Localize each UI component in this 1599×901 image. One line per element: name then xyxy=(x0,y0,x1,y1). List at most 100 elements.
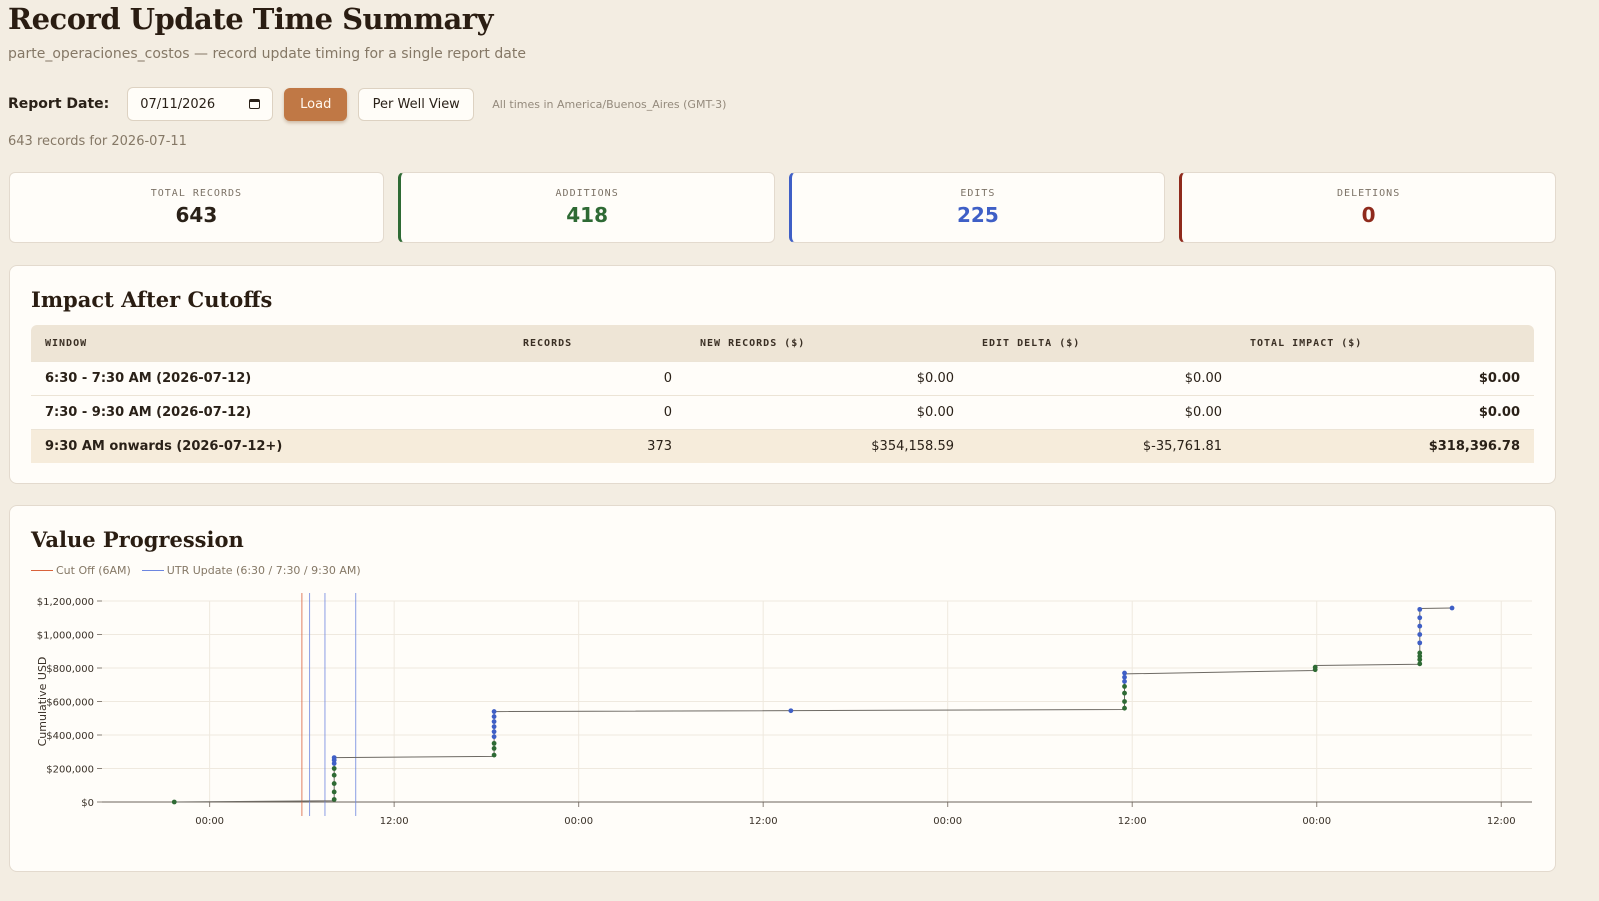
calendar-icon[interactable] xyxy=(249,99,261,109)
window-cell: 9:30 AM onwards (2026-07-12+) xyxy=(31,429,509,463)
additions-point xyxy=(1417,653,1423,659)
x-tick-label: 12:00 xyxy=(749,816,778,827)
edits-label: EDITS xyxy=(960,188,996,199)
new-records-cell: $354,158.59 xyxy=(686,429,968,463)
additions-label: ADDITIONS xyxy=(555,188,619,199)
edit-delta-cell: $0.00 xyxy=(968,361,1236,396)
edits-point xyxy=(788,708,794,714)
header-edit-delta: EDIT DELTA ($) xyxy=(968,325,1236,362)
edits-point xyxy=(491,724,497,730)
edits-point xyxy=(1417,623,1423,629)
y-axis-label: Cumulative USD xyxy=(36,657,49,747)
edit-delta-cell: $0.00 xyxy=(968,395,1236,430)
edits-point xyxy=(1417,615,1423,621)
y-tick-label: $1,000,000 xyxy=(37,631,94,642)
edits-card: EDITS 225 xyxy=(788,172,1166,243)
legend-cutoff-label: Cut Off (6AM) xyxy=(56,564,131,577)
header-total-impact: TOTAL IMPACT ($) xyxy=(1236,325,1534,362)
report-date-label: Report Date: xyxy=(8,96,110,112)
table-row: 7:30 - 9:30 AM (2026-07-12) 0 $0.00 $0.0… xyxy=(31,395,1534,430)
value-progression-title: Value Progression xyxy=(31,527,244,552)
additions-point xyxy=(331,772,337,778)
deletions-label: DELETIONS xyxy=(1337,188,1401,199)
total-records-card: TOTAL RECORDS 643 xyxy=(9,172,384,243)
edits-point xyxy=(1417,640,1423,646)
header-new-records: NEW RECORDS ($) xyxy=(686,325,968,362)
edits-point xyxy=(491,714,497,719)
records-count-note: 643 records for 2026-07-11 xyxy=(8,134,187,149)
additions-point xyxy=(1122,690,1127,696)
table-row: 9:30 AM onwards (2026-07-12+) 373 $354,1… xyxy=(31,429,1534,463)
legend-cutoff: Cut Off (6AM) xyxy=(31,564,131,577)
edits-value: 225 xyxy=(957,203,999,227)
additions-point xyxy=(331,781,337,786)
edits-point xyxy=(491,719,497,724)
additions-point xyxy=(1417,650,1423,656)
records-cell: 0 xyxy=(509,395,686,430)
y-tick-label: $800,000 xyxy=(46,664,94,675)
new-records-cell: $0.00 xyxy=(686,395,968,430)
additions-point xyxy=(1417,661,1423,667)
report-date-value: 07/11/2026 xyxy=(140,96,216,112)
impact-header-row: WINDOW RECORDS NEW RECORDS ($) EDIT DELT… xyxy=(31,325,1534,362)
impact-table: WINDOW RECORDS NEW RECORDS ($) EDIT DELT… xyxy=(31,325,1534,463)
value-progression-panel: Value Progression Cut Off (6AM) UTR Upda… xyxy=(9,505,1556,872)
legend-cutoff-swatch xyxy=(31,570,53,571)
x-tick-label: 00:00 xyxy=(564,816,593,827)
header-window: WINDOW xyxy=(31,325,509,362)
page-title: Record Update Time Summary xyxy=(8,2,493,36)
x-tick-label: 12:00 xyxy=(1487,816,1516,827)
x-tick-label: 00:00 xyxy=(933,816,962,827)
additions-point xyxy=(491,752,497,758)
additions-point xyxy=(331,766,337,771)
edits-point xyxy=(1449,605,1455,611)
x-tick-label: 12:00 xyxy=(380,816,409,827)
page-subtitle: parte_operaciones_costos — record update… xyxy=(8,46,526,62)
value-progression-chart: $0 $200,000 $400,000 $600,000 $800,000 $1,000… xyxy=(36,593,1532,827)
load-button[interactable]: Load xyxy=(284,87,348,121)
header-records: RECORDS xyxy=(509,325,686,362)
deletions-value: 0 xyxy=(1361,203,1376,227)
total-records-label: TOTAL RECORDS xyxy=(150,188,243,199)
timezone-note: All times in America/Buenos_Aires (GMT-3… xyxy=(492,97,727,111)
additions-point xyxy=(1122,699,1127,704)
records-cell: 0 xyxy=(509,361,686,396)
report-date-input[interactable]: 07/11/2026 xyxy=(127,87,274,121)
legend-utr: UTR Update (6:30 / 7:30 / 9:30 AM) xyxy=(141,564,361,577)
total-impact-cell: $0.00 xyxy=(1236,361,1534,396)
edits-point xyxy=(1122,674,1127,680)
chart-legend: Cut Off (6AM) UTR Update (6:30 / 7:30 / … xyxy=(31,564,372,577)
y-tick-label: $400,000 xyxy=(46,731,94,742)
edits-point xyxy=(1122,679,1127,684)
y-tick-label: $1,200,000 xyxy=(37,597,94,608)
legend-utr-label: UTR Update (6:30 / 7:30 / 9:30 AM) xyxy=(166,564,361,577)
additions-point xyxy=(491,746,497,751)
additions-point xyxy=(491,740,497,746)
edits-point xyxy=(1122,670,1127,676)
edit-delta-cell: $-35,761.81 xyxy=(968,429,1236,463)
stats-row: TOTAL RECORDS 643 ADDITIONS 418 EDITS 22… xyxy=(9,172,1556,243)
report-controls: Report Date: 07/11/2026 Load Per Well Vi… xyxy=(8,87,726,121)
window-cell: 6:30 - 7:30 AM (2026-07-12) xyxy=(31,361,509,396)
total-impact-cell: $0.00 xyxy=(1236,395,1534,430)
additions-point xyxy=(171,799,177,805)
y-tick-label: $200,000 xyxy=(46,765,94,776)
per-well-view-button[interactable]: Per Well View xyxy=(358,87,475,121)
edits-point xyxy=(331,761,337,766)
additions-point xyxy=(1122,705,1127,711)
new-records-cell: $0.00 xyxy=(686,361,968,396)
edits-point xyxy=(491,729,497,735)
additions-point xyxy=(1122,684,1127,689)
x-tick-label: 00:00 xyxy=(1302,816,1331,827)
x-tick-label: 00:00 xyxy=(195,816,224,827)
additions-point xyxy=(331,797,337,802)
window-cell: 7:30 - 9:30 AM (2026-07-12) xyxy=(31,395,509,430)
edits-point xyxy=(331,755,337,761)
additions-value: 418 xyxy=(566,203,608,227)
additions-card: ADDITIONS 418 xyxy=(397,172,775,243)
additions-point xyxy=(331,789,337,795)
edits-point xyxy=(1417,632,1423,637)
y-tick-label: $600,000 xyxy=(46,698,94,709)
impact-title: Impact After Cutoffs xyxy=(31,287,273,312)
impact-panel: Impact After Cutoffs WINDOW RECORDS NEW … xyxy=(9,265,1556,484)
